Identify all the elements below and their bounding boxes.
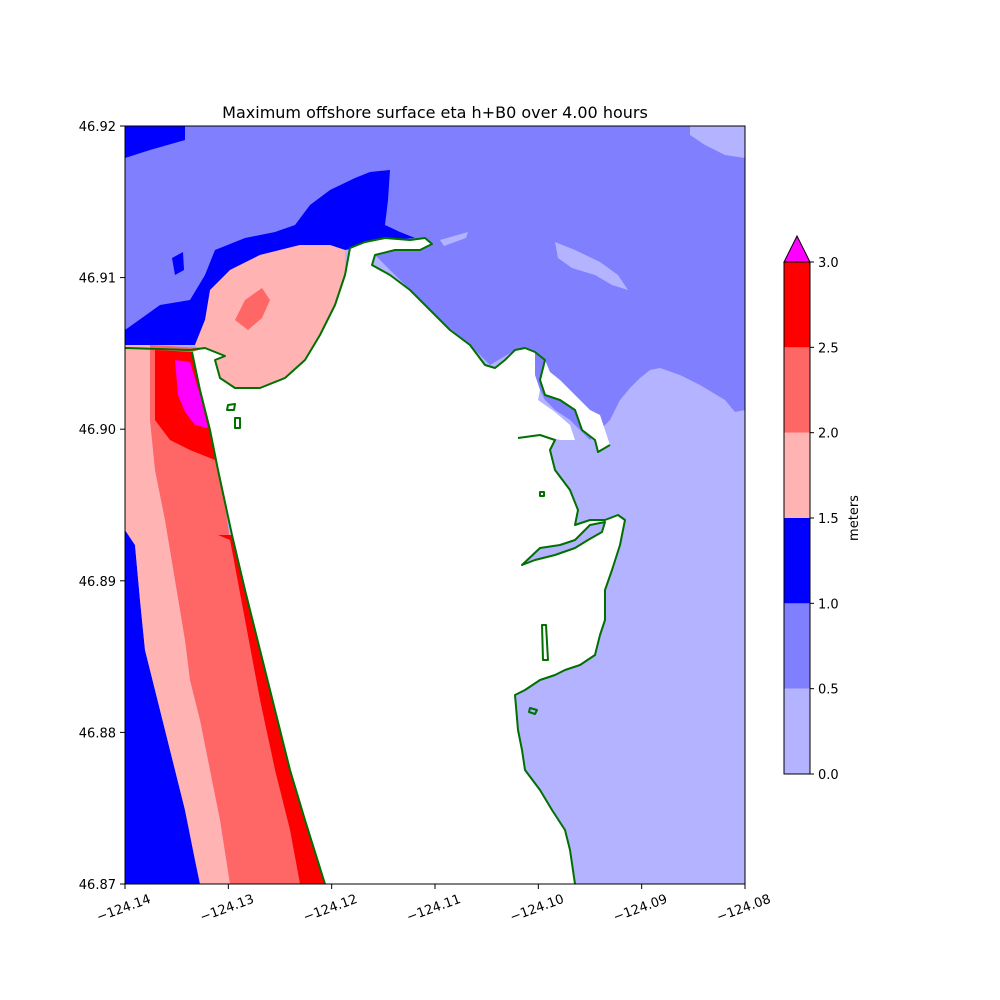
y-tick-label: 46.87 [79,878,116,893]
x-tick-label: −124.08 [715,892,773,925]
coastline [125,237,626,884]
colorbar-segment [784,262,810,348]
x-tick-label: −124.13 [198,892,256,925]
colorbar: 0.0 0.5 1.0 1.5 2.0 2.5 3.0 meters [783,234,862,783]
field-1.5-2.0-north [195,245,345,388]
field-2.0-2.5-west [150,345,300,884]
colorbar-tick-label: 0.0 [818,768,839,783]
x-tick-label: −124.09 [611,892,669,925]
colorbar-tick-label: 2.5 [818,341,839,356]
colorbar-segment [784,518,810,604]
coastline-inlet [521,521,606,566]
x-tick-label: −124.14 [95,892,153,925]
field-2.5-3.0-coastal [218,535,325,884]
y-tick-label: 46.89 [79,575,116,590]
field-over-3.0 [175,360,208,428]
map-field [125,126,745,884]
field-1.0-1.5-islet [172,252,184,275]
chart-title: Maximum offshore surface eta h+B0 over 4… [222,103,648,122]
colorbar-label: meters [847,495,862,541]
colorbar-tick-label: 0.5 [818,683,839,698]
colorbar-segment [784,688,810,774]
field-1.0-1.5-north-band [125,170,415,345]
colorbar-extend-arrow [783,234,811,263]
x-tick-label: −124.10 [508,892,566,925]
colorbar-segment [784,347,810,433]
x-axis: −124.14 −124.13 −124.12 −124.11 −124.10 −124.… [95,884,773,925]
y-tick-label: 46.90 [79,423,116,438]
colorbar-segment [784,603,810,689]
coastline-islet-3 [539,491,545,497]
field-0.0-0.5-patch-ne [690,126,745,158]
colorbar-segment [784,432,810,518]
colorbar-tick-label: 2.0 [818,427,839,442]
colorbar-tick-label: 3.0 [818,256,839,271]
x-tick-label: −124.11 [405,892,463,925]
y-tick-label: 46.88 [79,726,116,741]
field-0.0-0.5-patch-mid [555,242,628,290]
x-tick-label: −124.12 [301,892,359,925]
field-1.0-1.5-west [125,530,200,884]
coastline-islet-2 [234,417,241,429]
coastline-islet-1 [226,403,236,411]
field-2.0-2.5-north [235,288,270,330]
coastline-islet-4 [528,707,538,715]
field-1.5-2.0-west [125,345,230,884]
inlet-water [522,522,605,565]
coastline-islet-5 [541,624,549,661]
field-0.5-1.0-north [125,126,745,440]
y-tick-label: 46.91 [79,272,116,287]
field-0.0-0.5-patch-small [440,232,468,246]
y-axis: 46.87 46.88 46.89 46.90 46.91 46.92 [79,120,125,893]
field-1.0-1.5-north [125,126,185,158]
colorbar-tick-label: 1.0 [818,597,839,612]
colorbar-tick-label: 1.5 [818,512,839,527]
y-tick-label: 46.92 [79,120,116,135]
